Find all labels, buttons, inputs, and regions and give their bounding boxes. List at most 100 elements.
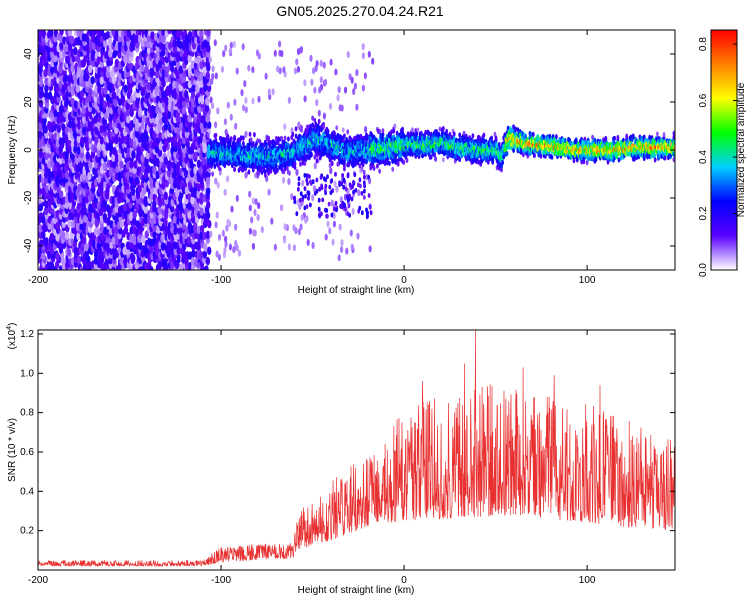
spectrogram-cell [63,74,69,83]
spectrogram-cell [364,126,368,133]
spectrogram-cell [222,50,226,58]
spectrogram-cell [55,252,60,261]
spectrogram-cell [217,233,222,241]
spectrogram-cell [322,61,326,69]
spectrogram-cell [119,257,124,266]
spectrogram-cell [70,35,75,45]
spectrogram-cell [309,54,313,62]
spectrogram-cell [50,65,55,75]
spectrogram-cell [355,103,359,111]
spectrogram-cell [304,216,308,224]
spectrogram-cell [72,129,78,139]
spectrogram-cell [81,115,87,124]
spectrogram-cell [276,167,279,173]
spectrogram-cell [38,140,43,149]
spectrogram-cell [429,154,433,160]
spectrogram-cell [47,120,52,130]
spectrogram-cell [206,187,211,196]
spectrogram-cell [88,30,94,37]
spectrogram-cell [233,98,237,106]
spectrogram-cell [232,246,236,254]
spectrogram-cell [210,102,215,110]
spectrogram-cell [223,118,227,126]
spectrogram-cell [214,72,218,80]
spectrogram-cell [295,168,299,176]
spectrogram-cell [283,123,287,131]
spectrogram-cell [61,123,66,132]
spectrogram-cell [214,121,218,129]
spectrogram-cell [328,102,333,110]
spectrogram-cell [273,243,277,251]
spectrogram-cell [223,246,227,254]
spectrogram-cell [80,136,85,145]
spectrogram-cell [313,86,317,94]
spectrogram-cell [58,137,63,146]
spectrogram-cell [226,218,230,226]
spectrogram-cell [362,169,366,175]
spectrogram-cell [368,245,372,253]
spectrogram-cell [396,161,400,167]
spectrogram-cell [77,183,82,192]
spectrogram-cell [134,176,140,185]
spectrogram-cell [217,253,221,261]
spectrogram-cell [228,243,232,251]
spectrogram-cell [88,110,94,120]
spectrogram-cell [216,107,220,115]
spectrogram-cell [322,124,325,130]
spectrogram-cell [163,122,169,131]
spectrogram-cell [265,143,268,149]
spectrogram-cell [248,204,252,212]
spectrogram-cell [393,123,397,129]
spectrogram-cell [41,230,46,240]
spectrogram-cell [43,206,49,216]
spectrogram-cell [290,193,294,201]
spectrogram-cell [225,224,229,232]
spectrogram-cell [256,214,260,221]
spectrogram-cell [293,164,297,170]
spectrogram-cell [340,104,344,112]
spectrogram-cell [361,84,365,92]
spectrogram-cell [88,87,93,97]
spectrogram-cell [411,127,414,133]
spectrogram-cell [402,159,406,165]
spectrogram-cell [280,50,284,58]
spectrogram-cell [119,160,124,169]
spectrogram-cell [209,96,213,104]
spectrogram-cell [297,228,301,236]
spectrogram-cell [303,95,307,103]
spectrogram-cell [287,96,291,104]
spectrogram-cell [329,167,333,175]
spectrogram-cell [131,254,136,263]
spectrogram-cell [293,67,298,75]
spectrogram-cell [343,133,346,139]
spectrogram-cell [244,106,248,114]
spectrogram-cell [356,232,360,240]
spectrogram-cell [287,136,290,142]
spectrogram-cell [102,162,107,171]
spectrogram-cell [205,71,211,80]
spectrogram-cell [203,243,208,252]
spectrogram-cell [211,65,215,73]
spectrogram-cell [59,40,64,50]
spectrogram-cell [55,260,60,269]
spectrogram-cell [361,52,365,60]
spectrogram-cell [241,43,245,51]
spectrogram-cell [295,58,299,66]
spectrogram-cell [352,88,356,96]
spectrogram-cell [126,115,131,124]
spectrogram-cell [341,127,345,133]
spectrogram-cell [371,57,375,65]
spectrogram-cell [300,127,303,133]
spectrogram-cell [249,137,253,143]
spectrogram-cell [281,176,286,184]
spectrogram-cell [235,67,239,75]
spectrogram-cell [55,233,60,242]
spectrogram-cell [343,86,348,94]
spectrogram-cell [405,157,409,163]
spectrogram-cell [61,231,66,241]
spectrogram-cell [91,48,96,58]
spectrogram-cell [140,154,145,163]
spectrogram-cell [248,227,252,235]
spectrogram-cell [75,84,81,93]
